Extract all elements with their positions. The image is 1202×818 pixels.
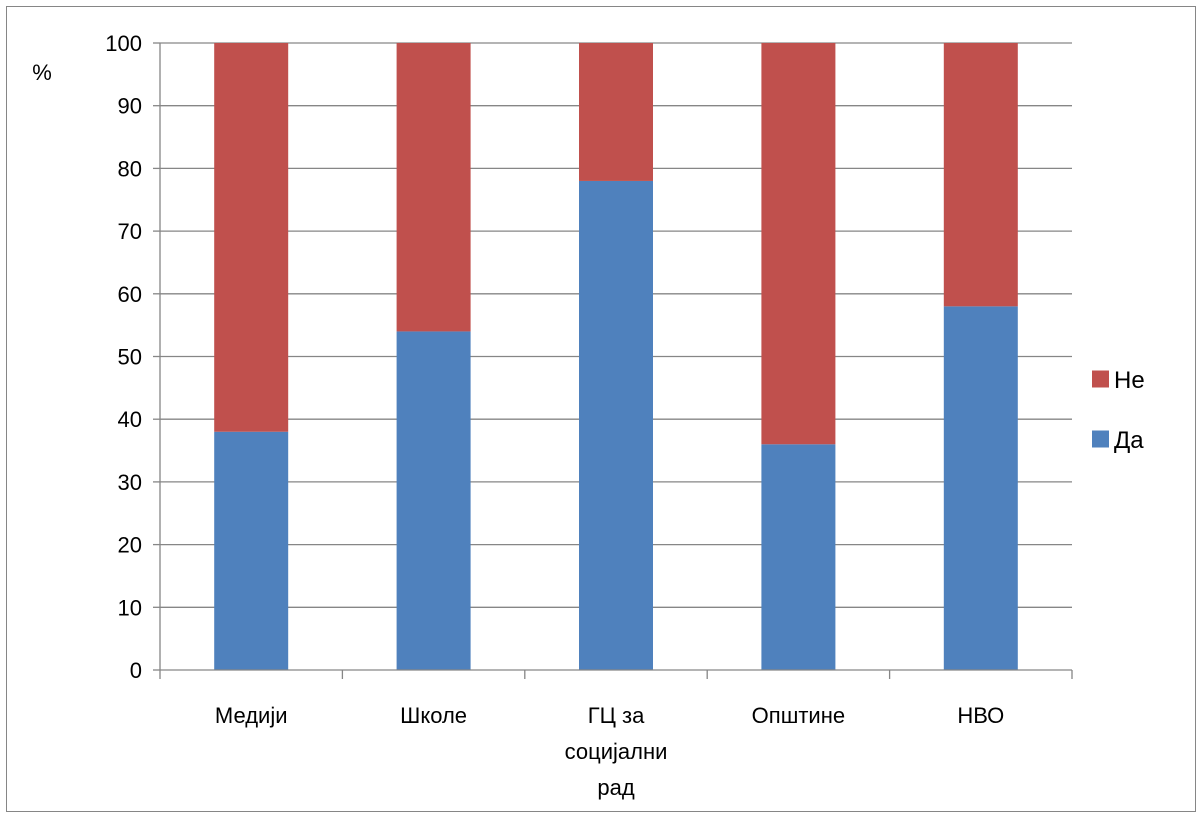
- bar-segment: [579, 43, 653, 181]
- x-category-label-line: НВО: [957, 703, 1004, 728]
- y-tick-label: 10: [118, 595, 142, 620]
- legend-swatch: [1092, 370, 1109, 388]
- y-tick-label: 90: [118, 94, 142, 119]
- x-category-label: Школе: [400, 703, 467, 728]
- y-tick-label: 30: [118, 470, 142, 495]
- bar-segment: [761, 444, 836, 670]
- x-category-label-line: Општине: [752, 703, 845, 728]
- y-tick-label: 40: [118, 407, 142, 432]
- legend-label: Да: [1114, 427, 1144, 454]
- x-category-labels: Медији Школе ГЦ за социјални рад Општине НВО: [215, 703, 1004, 800]
- y-tick-label: 50: [118, 345, 142, 370]
- y-tick-label: 0: [130, 658, 142, 683]
- x-category-label: Медији: [215, 703, 288, 728]
- x-category-label-line: рад: [597, 775, 634, 800]
- x-category-label-line: Школе: [400, 703, 467, 728]
- y-tick-label: 100: [105, 31, 142, 56]
- legend-label: Не: [1114, 367, 1145, 394]
- legend-swatch: [1092, 430, 1109, 448]
- legend: Не Да: [1092, 367, 1145, 454]
- bar-segment: [579, 180, 653, 670]
- bar-segment: [943, 43, 1018, 307]
- axes: [153, 42, 1073, 679]
- y-tick-label: 20: [118, 533, 142, 558]
- bar-segment: [396, 331, 471, 670]
- bar-segment: [214, 43, 289, 432]
- x-category-label-line: ГЦ за: [588, 703, 645, 728]
- x-category-label: ГЦ за социјални рад: [565, 703, 668, 800]
- bar-segment: [396, 43, 471, 332]
- bar-segment: [214, 431, 289, 670]
- bar-segment: [943, 306, 1018, 670]
- y-axis-unit-label: %: [32, 60, 52, 85]
- x-category-label: Општине: [752, 703, 845, 728]
- y-tick-labels: 0 10 20 30 40 50 60 70 80 90 100: [105, 31, 142, 683]
- x-category-label: НВО: [957, 703, 1004, 728]
- bar-segment: [761, 43, 836, 445]
- bars: [214, 43, 1018, 670]
- x-category-label-line: социјални: [565, 739, 668, 764]
- y-tick-label: 60: [118, 282, 142, 307]
- y-tick-label: 70: [118, 219, 142, 244]
- y-tick-label: 80: [118, 156, 142, 181]
- x-category-label-line: Медији: [215, 703, 288, 728]
